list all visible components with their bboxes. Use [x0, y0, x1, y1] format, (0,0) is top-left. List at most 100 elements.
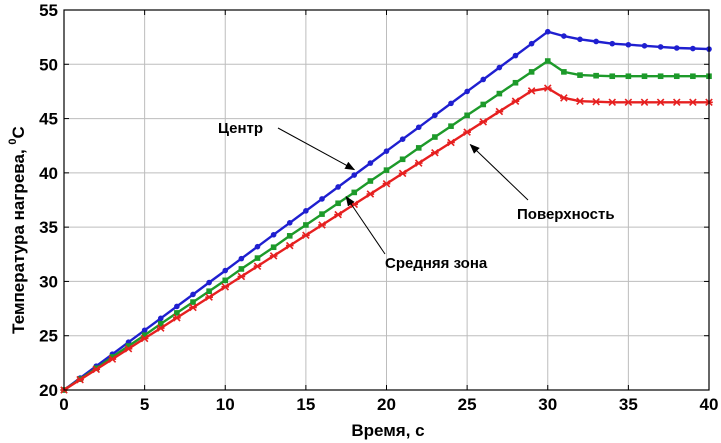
data-point [269, 252, 278, 260]
data-point [624, 98, 633, 107]
data-point [543, 84, 552, 92]
data-point [319, 211, 325, 217]
data-point [527, 87, 536, 95]
annotations: Центр Средняя зона Поверхность [218, 120, 615, 272]
data-point [286, 233, 293, 239]
data-point [383, 167, 390, 173]
data-point [576, 97, 584, 105]
annotation-arrow [469, 143, 529, 201]
data-point [156, 324, 165, 332]
data-point [108, 355, 117, 363]
x-tick-label: 15 [296, 395, 315, 414]
data-point [270, 231, 277, 238]
x-tick-label: 5 [140, 395, 149, 414]
data-point [512, 52, 519, 59]
grid [63, 9, 710, 391]
data-point [593, 72, 599, 79]
data-point [464, 112, 470, 119]
data-point [399, 156, 406, 163]
y-tick-label: 50 [39, 55, 58, 74]
data-point [448, 100, 454, 107]
data-point [109, 354, 116, 360]
data-point [238, 255, 245, 262]
y-tick-label: 25 [39, 327, 58, 346]
data-point [496, 90, 503, 97]
data-point [528, 69, 535, 75]
data-point [593, 38, 599, 45]
data-point [561, 33, 567, 39]
data-point [689, 98, 697, 107]
data-point [254, 243, 261, 250]
x-tick-label: 35 [619, 395, 638, 414]
data-point [174, 310, 180, 316]
data-point [174, 303, 180, 310]
data-point [463, 128, 471, 136]
data-point [270, 244, 277, 251]
y-tick-label: 55 [39, 1, 58, 20]
series-star [60, 84, 713, 394]
data-point [222, 277, 229, 284]
y-tick-label: 30 [39, 272, 58, 291]
data-point [690, 73, 696, 80]
data-point [92, 365, 101, 374]
data-point [334, 210, 342, 219]
data-point [399, 136, 406, 142]
data-point [656, 98, 665, 107]
data-point [511, 97, 520, 105]
data-point [464, 88, 470, 95]
data-point [383, 148, 390, 154]
data-point [351, 189, 358, 196]
data-point [398, 169, 407, 178]
y-axis-label-sup: 0 [7, 138, 19, 144]
data-point [206, 288, 212, 294]
data-point [335, 200, 341, 207]
annotation-arrow [345, 195, 386, 255]
x-tick-label: 40 [700, 395, 719, 414]
data-point [367, 178, 374, 184]
tick-labels: 0 5 10 15 20 25 30 35 40 20 25 30 35 40 45 50 55 [39, 1, 718, 414]
data-point [544, 28, 551, 35]
x-tick-label: 0 [59, 395, 68, 414]
data-point [690, 45, 696, 52]
y-tick-label: 35 [39, 218, 58, 237]
data-point [157, 320, 164, 327]
data-point [609, 40, 616, 47]
data-point [480, 101, 487, 108]
data-point [561, 69, 567, 75]
data-point [432, 134, 438, 140]
data-point [318, 221, 326, 229]
y-tick-label: 20 [39, 381, 58, 400]
data-point [432, 112, 438, 119]
x-tick-label: 30 [538, 395, 557, 414]
data-point [76, 375, 84, 384]
data-point [157, 315, 164, 322]
data-point [303, 222, 309, 228]
x-tick-label: 20 [377, 395, 396, 414]
data-point [286, 220, 293, 226]
data-point [496, 64, 503, 71]
data-point [303, 208, 309, 214]
data-point [238, 266, 245, 272]
data-point [673, 45, 680, 51]
data-point [237, 272, 246, 281]
data-point [125, 343, 132, 349]
annotation-label: Средняя зона [385, 255, 488, 272]
y-axis-label: Температура нагрева, 0C [7, 126, 28, 334]
series-group [60, 28, 713, 394]
data-point [641, 73, 648, 80]
data-point [528, 40, 535, 47]
data-point [254, 255, 261, 261]
x-tick-label: 25 [458, 395, 477, 414]
data-point [640, 98, 649, 107]
annotation-label: Центр [218, 120, 263, 137]
data-point [189, 303, 197, 312]
data-point [577, 72, 583, 78]
svg-text:Температура нагрева, 0C: Температура нагрева, 0C [7, 126, 28, 334]
data-point [672, 98, 681, 107]
data-point [592, 97, 600, 106]
data-point [641, 43, 648, 49]
data-point [285, 241, 294, 250]
data-point [414, 159, 423, 167]
data-point [351, 172, 358, 178]
